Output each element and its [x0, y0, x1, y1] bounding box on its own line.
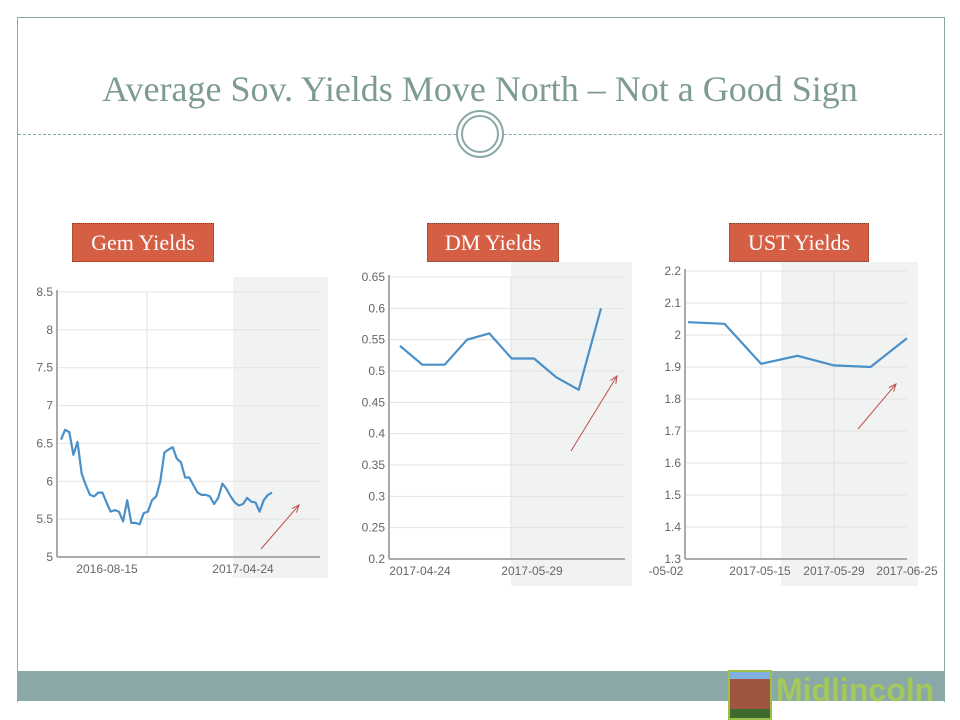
- shaded-region: [781, 262, 918, 586]
- series-line: [399, 308, 603, 391]
- divider-circle-ornament: [456, 110, 504, 158]
- y-tick-label: 5: [46, 550, 53, 564]
- trend-arrow-icon: [857, 383, 897, 430]
- x-tick-label: 2017-05-29: [803, 564, 865, 578]
- y-tick-label: 2.2: [664, 264, 681, 278]
- footer-band: [17, 671, 944, 701]
- x-tick-label: 2017-04-24: [212, 562, 274, 576]
- x-tick-label: 2017-05-15: [729, 564, 791, 578]
- y-tick-label: 2.1: [664, 296, 681, 310]
- x-tick-label: 2017-04-24: [389, 564, 451, 578]
- y-tick-label: 7: [46, 399, 53, 413]
- trend-arrow-icon: [260, 504, 300, 550]
- y-tick-label: 1.8: [664, 392, 681, 406]
- series-line: [59, 428, 273, 526]
- y-tick-label: 1.9: [664, 360, 681, 374]
- y-tick-label: 0.55: [362, 333, 386, 347]
- y-tick-label: 1.5: [664, 488, 681, 502]
- gem-yields-label: Gem Yields: [72, 223, 214, 262]
- y-tick-label: 1.7: [664, 424, 681, 438]
- arrow-head-icon: [888, 383, 897, 392]
- y-tick-label: 0.45: [362, 395, 386, 409]
- chart-1: 0.65 0.6 0.55 0.5 0.45 0.4 0.35 0.3 0.25 0.2 2017-…: [357, 262, 632, 586]
- y-tick-label: 0.2: [368, 552, 385, 566]
- y-tick-label: 0.4: [368, 427, 385, 441]
- slide-frame: [17, 17, 945, 702]
- y-tick-label: 6: [46, 474, 53, 488]
- chart-2: 2.2 2.1 2 1.9 1.8 1.7 1.6 1.5 1.4 1.3-05-02 2017-0…: [648, 262, 938, 586]
- slide-title: Average Sov. Yields Move North – Not a G…: [102, 69, 858, 109]
- x-tick-label: 2017-05-29: [501, 564, 563, 578]
- y-tick-label: 0.25: [362, 521, 386, 535]
- arrow-head-icon: [291, 504, 300, 513]
- y-tick-label: 5.5: [36, 512, 53, 526]
- arrow-head-icon: [610, 374, 618, 384]
- trend-arrow-icon: [570, 375, 618, 452]
- y-tick-label: 2: [674, 328, 681, 342]
- y-tick-label: 0.3: [368, 489, 385, 503]
- y-tick-label: 7.5: [36, 361, 53, 375]
- y-tick-label: 6.5: [36, 436, 53, 450]
- shaded-region: [233, 277, 328, 578]
- x-tick-label: 2017-06-25: [876, 564, 938, 578]
- y-tick-label: 8: [46, 323, 53, 337]
- y-tick-label: 1.3: [664, 552, 681, 566]
- ust-yields-label: UST Yields: [729, 223, 869, 262]
- y-tick-label: 1.6: [664, 456, 681, 470]
- y-tick-label: 0.35: [362, 458, 386, 472]
- y-tick-label: 1.4: [664, 520, 681, 534]
- dm-yields-label: DM Yields: [427, 223, 559, 262]
- brand-name: Midlincoln: [776, 672, 935, 708]
- y-tick-label: 0.5: [368, 364, 385, 378]
- x-tick-label: -05-02: [649, 564, 684, 578]
- x-tick-label: 2016-08-15: [76, 562, 138, 576]
- building-logo-icon: [728, 670, 772, 720]
- y-tick-label: 0.65: [362, 270, 386, 284]
- shaded-region: [511, 262, 632, 586]
- y-tick-label: 8.5: [36, 285, 53, 299]
- y-tick-label: 0.6: [368, 301, 385, 315]
